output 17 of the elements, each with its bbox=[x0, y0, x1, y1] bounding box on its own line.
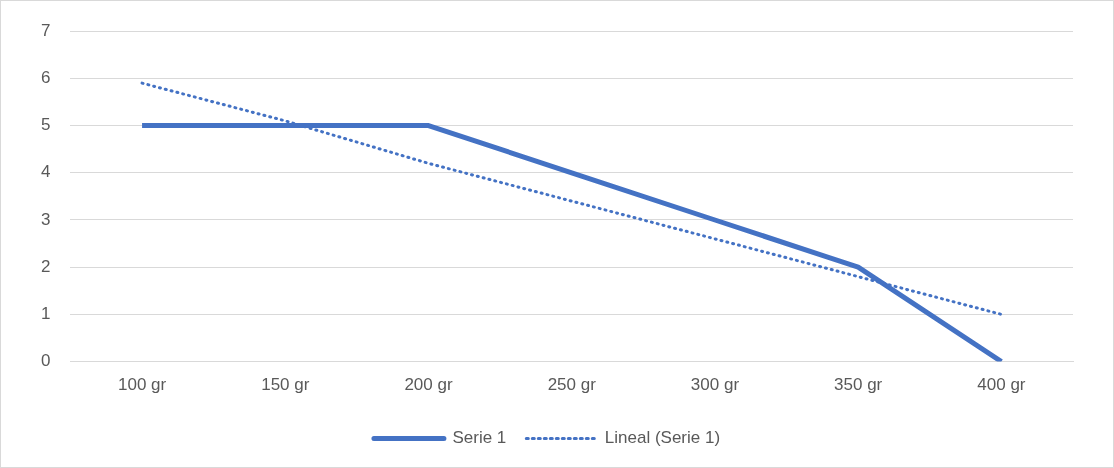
y-tick-label: 1 bbox=[40, 304, 51, 324]
legend-label: Serie 1 bbox=[452, 428, 507, 448]
x-tick-label: 350 gr bbox=[834, 375, 883, 395]
x-tick-label: 200 gr bbox=[404, 375, 453, 395]
y-tick-label: 6 bbox=[40, 68, 51, 88]
x-tick-label: 100 gr bbox=[117, 375, 167, 395]
x-tick-label: 150 gr bbox=[261, 375, 310, 395]
legend-label: Lineal (Serie 1) bbox=[604, 428, 721, 448]
y-tick-label: 4 bbox=[40, 162, 51, 182]
y-tick-label: 7 bbox=[40, 20, 51, 40]
x-tick-label: 400 gr bbox=[977, 375, 1026, 395]
y-tick-label: 3 bbox=[40, 209, 51, 229]
y-tick-label: 5 bbox=[40, 115, 51, 135]
y-tick-label: 2 bbox=[40, 256, 51, 276]
x-tick-label: 250 gr bbox=[547, 375, 597, 395]
y-tick-label: 0 bbox=[40, 351, 51, 371]
x-tick-label: 300 gr bbox=[690, 375, 740, 395]
